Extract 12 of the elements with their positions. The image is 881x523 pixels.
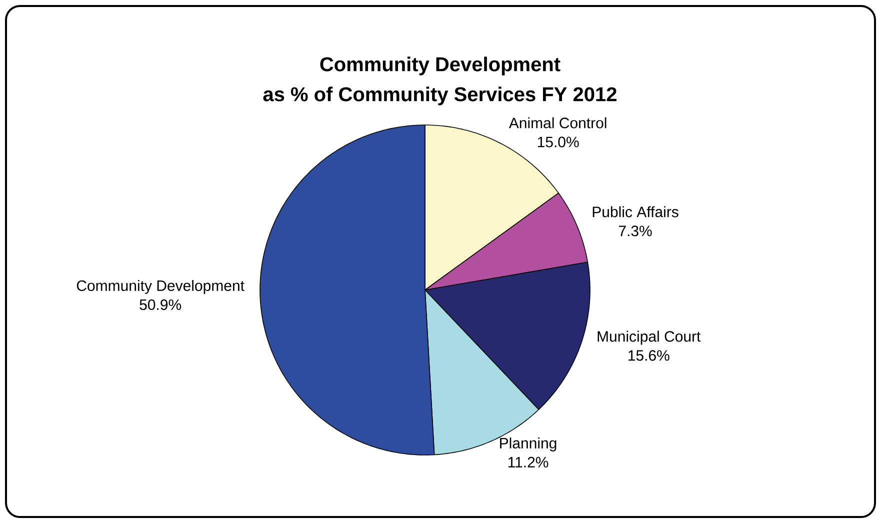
data-label: 15.0% bbox=[538, 136, 579, 148]
slice-label: Community Development bbox=[76, 280, 244, 294]
chart-title: Community Development bbox=[320, 56, 560, 76]
data-label: 50.9% bbox=[140, 299, 182, 310]
data-label: 7.3% bbox=[618, 226, 652, 236]
slice-label: Planning bbox=[500, 437, 556, 452]
data-label: 11.2% bbox=[508, 456, 548, 468]
slice-label: Public Affairs bbox=[592, 206, 678, 218]
chart-subtitle: as % of Community Services FY 2012 bbox=[263, 86, 616, 106]
slice-label: Municipal Court bbox=[598, 330, 701, 345]
slice-label: Animal Control bbox=[508, 117, 606, 128]
data-label: 15.6% bbox=[628, 350, 670, 361]
